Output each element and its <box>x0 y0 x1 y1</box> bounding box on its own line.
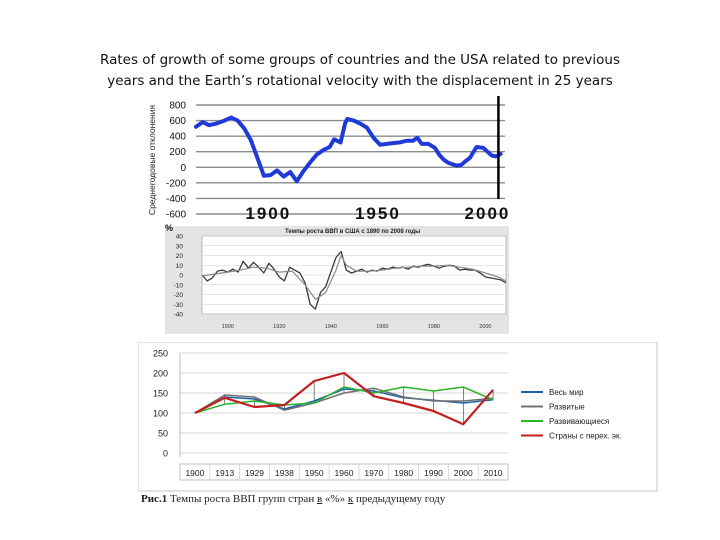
y-unit-label: % <box>165 223 173 233</box>
figure-caption-word-k: к <box>347 493 354 505</box>
groups-series-line <box>194 371 494 426</box>
y-tick-label: -200 <box>166 178 186 189</box>
x-tick-label: 1980 <box>394 468 413 478</box>
legend-label: Страны с перех. эк. <box>549 432 622 441</box>
x-tick-label: 1960 <box>335 468 354 478</box>
y-tick-label: 250 <box>153 349 168 359</box>
y-tick-label: 30 <box>176 243 184 250</box>
usa-gdp-chart: % Темпы роста ВВП в США с 1890 по 2008 го… <box>165 223 509 334</box>
figure-caption-text-a: Темпы роста ВВП групп стран <box>167 493 317 505</box>
x-tick-label: 1950 <box>355 204 401 220</box>
y-tick-label: 0 <box>163 449 168 459</box>
x-tick-label: 2000 <box>465 204 511 220</box>
slide-title: Rates of growth of some groups of countr… <box>60 50 660 92</box>
slide-title-line-2: years and the Earth’s rotational velocit… <box>107 73 613 89</box>
earth-velocity-chart: Среднегодовые отклонения 8006004002000-20… <box>148 96 511 221</box>
x-tick-label: 1900 <box>222 324 234 330</box>
x-tick-label: 1980 <box>428 324 440 330</box>
figure-caption: Рис.1 Темпы роста ВВП групп стран в «%» … <box>141 493 445 505</box>
legend-label: Развитые <box>549 403 585 412</box>
x-tick-label: 1960 <box>376 324 388 330</box>
figure-caption-label: Рис.1 <box>141 493 168 505</box>
x-tick-label: 1940 <box>325 324 337 330</box>
x-tick-label: 1913 <box>215 468 234 478</box>
groups-series-line <box>194 386 494 414</box>
x-tick-label: 1900 <box>245 204 291 220</box>
figure-caption-text-b: «%» <box>322 493 348 505</box>
usa-chart-title: Темпы роста ВВП в США с 1890 по 2008 год… <box>285 229 420 235</box>
y-tick-label: 600 <box>169 116 186 127</box>
y-tick-label: 0 <box>180 163 186 174</box>
velocity-series-line <box>194 115 503 184</box>
y-tick-label: -400 <box>166 194 186 205</box>
y-tick-label: 800 <box>169 101 186 112</box>
y-tick-label: -20 <box>174 292 184 299</box>
x-tick-label: 1900 <box>185 468 204 478</box>
y-tick-label: 20 <box>176 253 184 260</box>
x-tick-label: 1970 <box>364 468 383 478</box>
y-tick-label: 10 <box>176 263 184 270</box>
slide-title-line-1: Rates of growth of some groups of countr… <box>99 52 620 68</box>
y-tick-label: -30 <box>174 302 184 309</box>
x-tick-label: 1938 <box>275 468 294 478</box>
legend-label: Развивающиеся <box>549 417 609 426</box>
y-tick-label: 100 <box>153 409 168 419</box>
y-tick-label: -40 <box>174 312 184 319</box>
x-tick-label: 1929 <box>245 468 264 478</box>
y-tick-label: 200 <box>169 147 186 158</box>
x-tick-label: 2000 <box>454 468 473 478</box>
x-tick-label: 2010 <box>484 468 503 478</box>
figure-caption-text-c: предыдущему году <box>353 493 446 505</box>
y-tick-label: 400 <box>169 132 186 143</box>
y-tick-label: 150 <box>153 389 168 399</box>
figure-caption-word-v: в <box>316 493 323 505</box>
y-tick-label: -10 <box>174 282 184 289</box>
y-tick-label: 0 <box>179 273 183 280</box>
x-tick-label: 1990 <box>424 468 443 478</box>
legend-label: Весь мир <box>549 388 584 397</box>
y-tick-label: -600 <box>166 210 186 221</box>
y-tick-label: 200 <box>153 369 168 379</box>
country-groups-chart: 250 200 150 100 50 0 1900 1913 1929 1938 1950 1960 1… <box>138 342 658 492</box>
usa-series-line <box>201 254 507 301</box>
y-tick-label: 50 <box>158 429 168 439</box>
x-tick-label: 1920 <box>273 324 285 330</box>
groups-chart-frame <box>138 342 658 492</box>
y-axis-title: Среднегодовые отклонения <box>148 105 157 216</box>
x-tick-label: 1950 <box>305 468 324 478</box>
y-tick-label: 40 <box>176 234 184 241</box>
category-axis-box <box>179 463 509 481</box>
groups-series-line <box>194 387 494 414</box>
x-tick-label: 2000 <box>479 324 491 330</box>
